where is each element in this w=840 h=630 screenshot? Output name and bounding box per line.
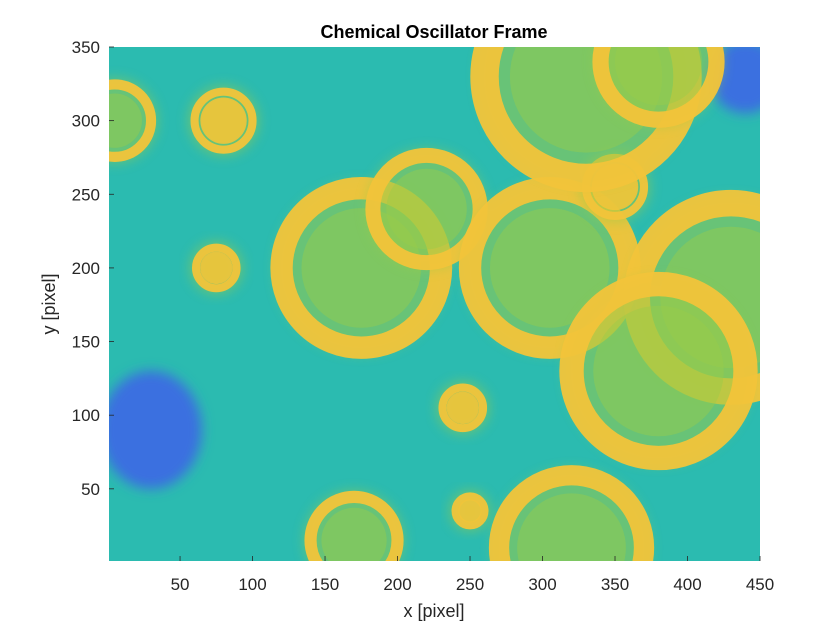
y-tick-label: 150 (72, 333, 100, 352)
chart-title: Chemical Oscillator Frame (320, 22, 547, 42)
heatmap-plot-area (109, 47, 760, 561)
spot-fill (200, 97, 247, 144)
ring-band (488, 465, 655, 561)
wave-ring (189, 241, 243, 295)
x-axis-label: x [pixel] (403, 601, 464, 621)
x-tick-label: 150 (311, 575, 339, 594)
spot-fill (446, 391, 480, 425)
y-axis-label: y [pixel] (39, 273, 59, 334)
ring-band (304, 490, 404, 561)
wave-ring (436, 381, 490, 435)
wave-ring (449, 490, 491, 532)
x-tick-label: 450 (746, 575, 774, 594)
x-tick-label: 50 (171, 575, 190, 594)
ring-core (386, 168, 467, 250)
ring-band (592, 47, 725, 128)
spot-fill (458, 499, 482, 523)
spot-fill (200, 251, 233, 285)
x-tick-label: 200 (383, 575, 411, 594)
x-tick-label: 350 (601, 575, 629, 594)
ring-band (109, 79, 157, 162)
x-tick-label: 300 (528, 575, 556, 594)
ring-band (191, 243, 241, 293)
reaction-wave-rings (109, 47, 760, 561)
x-tick-label: 250 (456, 575, 484, 594)
wave-ring (188, 85, 259, 156)
ring-band (451, 492, 489, 530)
y-tick-label: 300 (72, 112, 100, 131)
ring-band (365, 147, 488, 271)
ring-core (489, 208, 610, 328)
ring-halo (366, 149, 487, 269)
y-tick-label: 200 (72, 259, 100, 278)
ring-band (438, 383, 488, 433)
wave-ring (109, 78, 158, 163)
y-tick-label: 100 (72, 406, 100, 425)
y-axis-ticks: 50 100 150 200 250 300 350 (72, 38, 114, 499)
wave-ring (592, 47, 725, 128)
x-tick-label: 100 (238, 575, 266, 594)
ring-core (517, 493, 626, 561)
wave-ring (559, 271, 758, 471)
wave-ring (488, 465, 655, 561)
ring-band (190, 87, 257, 154)
wave-ring (304, 490, 404, 561)
x-axis-ticks: 50 100 150 200 250 300 350 400 450 (171, 556, 774, 594)
x-tick-label: 400 (673, 575, 701, 594)
ring-core (321, 507, 387, 561)
y-tick-label: 50 (81, 480, 100, 499)
ring-core (593, 305, 724, 437)
y-tick-label: 350 (72, 38, 100, 57)
ring-halo (565, 278, 752, 465)
low-region (109, 371, 202, 489)
y-tick-label: 250 (72, 185, 100, 204)
ring-core (109, 93, 142, 148)
ring-band (559, 271, 758, 471)
ring-core (615, 47, 702, 106)
wave-ring (365, 147, 488, 271)
